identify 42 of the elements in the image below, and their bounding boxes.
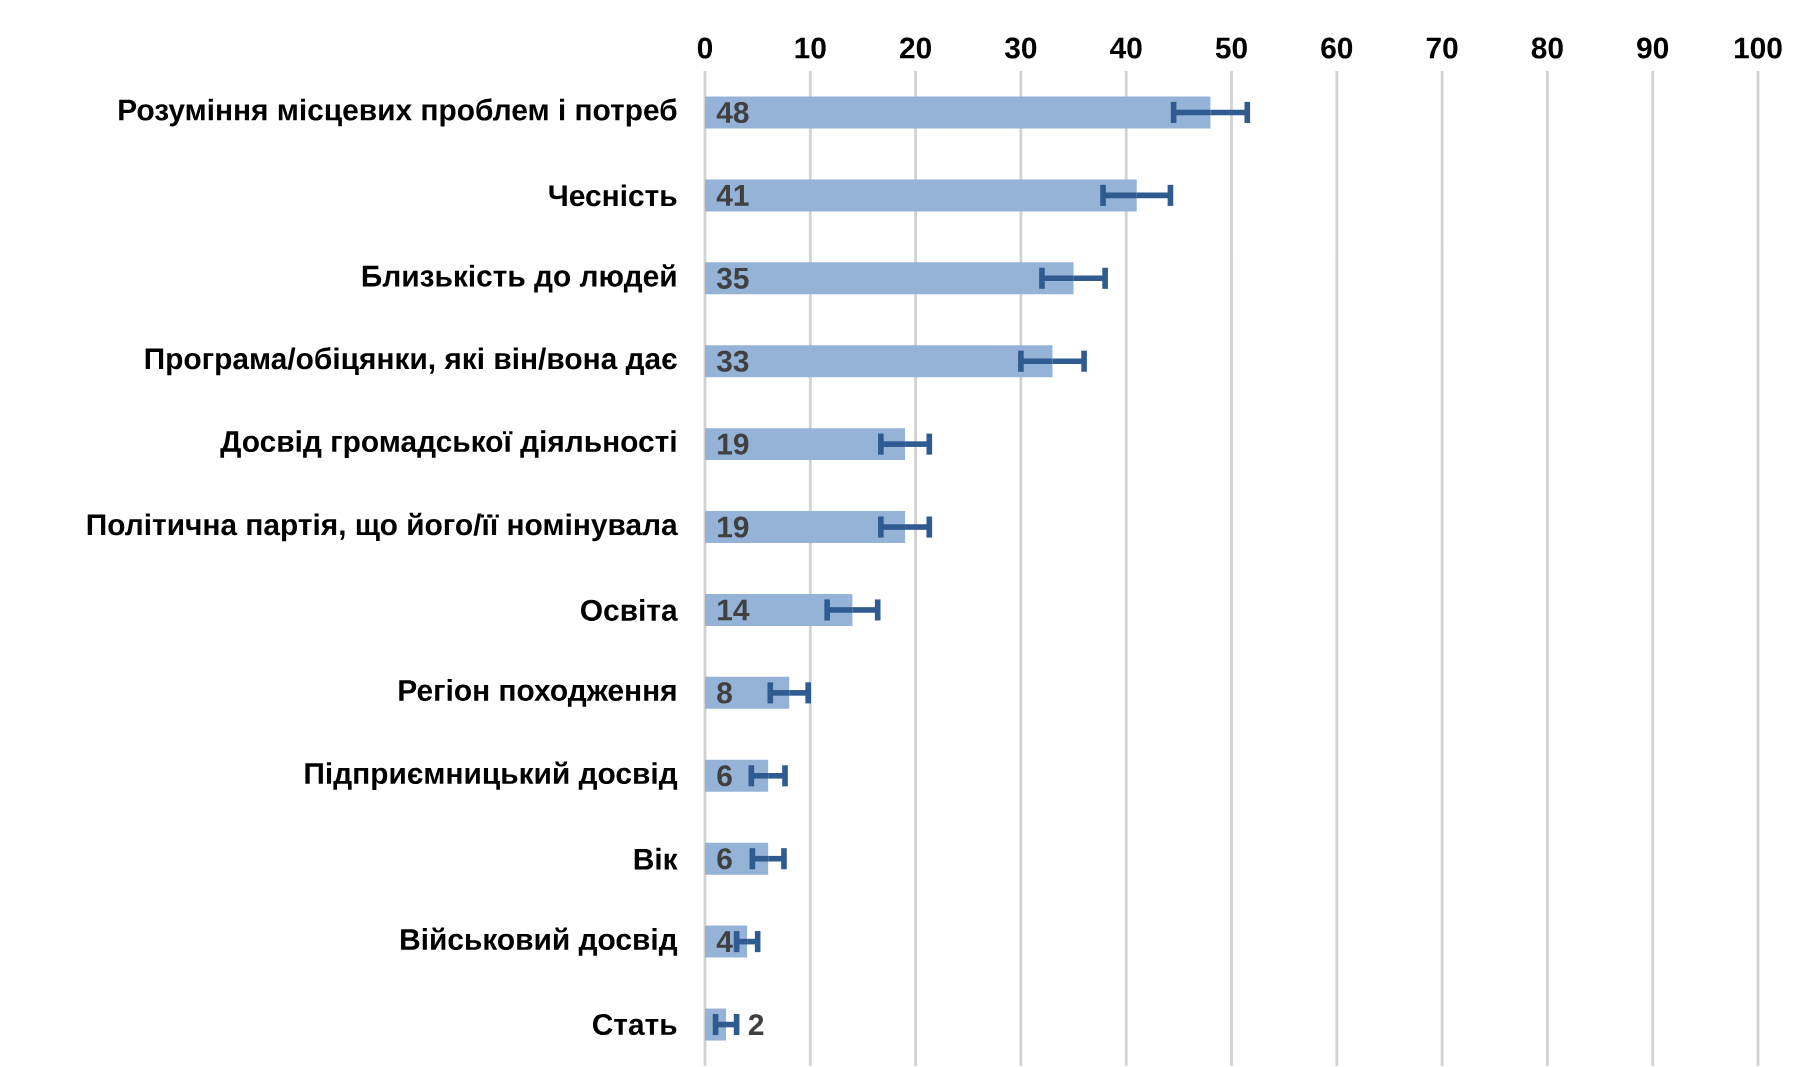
y-tick-label: Чесність — [549, 184, 677, 207]
bar — [705, 345, 1053, 378]
x-tick-label: 20 — [900, 37, 931, 59]
data-label: 48 — [716, 101, 749, 123]
y-tick-label: Досвід громадської діяльності — [220, 430, 676, 458]
data-label: 41 — [716, 184, 749, 206]
data-label: 8 — [717, 682, 732, 704]
y-tick-label: Близькість до людей — [362, 264, 676, 293]
x-tick-label: 70 — [1426, 37, 1458, 59]
bar — [705, 510, 906, 543]
y-tick-label: Стать — [592, 1013, 677, 1035]
data-label: 2 — [748, 1013, 764, 1035]
x-tick-label: 90 — [1637, 37, 1669, 59]
x-tick-label: 60 — [1321, 37, 1353, 59]
x-tick-label: 100 — [1734, 37, 1782, 59]
bar — [705, 262, 1074, 295]
x-tick-label: 10 — [795, 37, 826, 59]
y-tick-label: Регіон походження — [399, 678, 676, 707]
data-label: 4 — [716, 931, 733, 952]
data-label: 19 — [718, 516, 749, 538]
data-label: 19 — [718, 433, 749, 455]
bar — [705, 427, 906, 460]
y-tick-label: Розуміння місцевих проблем і потреб — [119, 98, 677, 127]
data-label: 6 — [717, 847, 732, 870]
y-tick-label: Військовий досвід — [401, 927, 678, 956]
data-label: 33 — [716, 350, 749, 372]
data-label: 14 — [718, 599, 750, 621]
x-tick-label: 80 — [1531, 37, 1563, 59]
x-tick-label: 50 — [1215, 37, 1247, 59]
bar — [705, 593, 853, 626]
x-tick-label: 30 — [1004, 37, 1037, 59]
data-label: 6 — [717, 765, 732, 787]
y-tick-label: Програма/обіцянки, які він/вона дає — [145, 346, 677, 376]
y-tick-label: Освіта — [581, 598, 678, 621]
y-tick-label: Політична партія, що його/її номінувала — [87, 512, 678, 542]
data-label: 35 — [716, 267, 749, 289]
x-tick-label: 40 — [1110, 37, 1142, 59]
y-tick-label: Підприємницький досвід — [305, 761, 678, 790]
y-tick-label: Вік — [634, 847, 678, 870]
bar — [705, 96, 1211, 129]
x-tick-label: 0 — [697, 37, 713, 59]
bar — [705, 179, 1137, 212]
